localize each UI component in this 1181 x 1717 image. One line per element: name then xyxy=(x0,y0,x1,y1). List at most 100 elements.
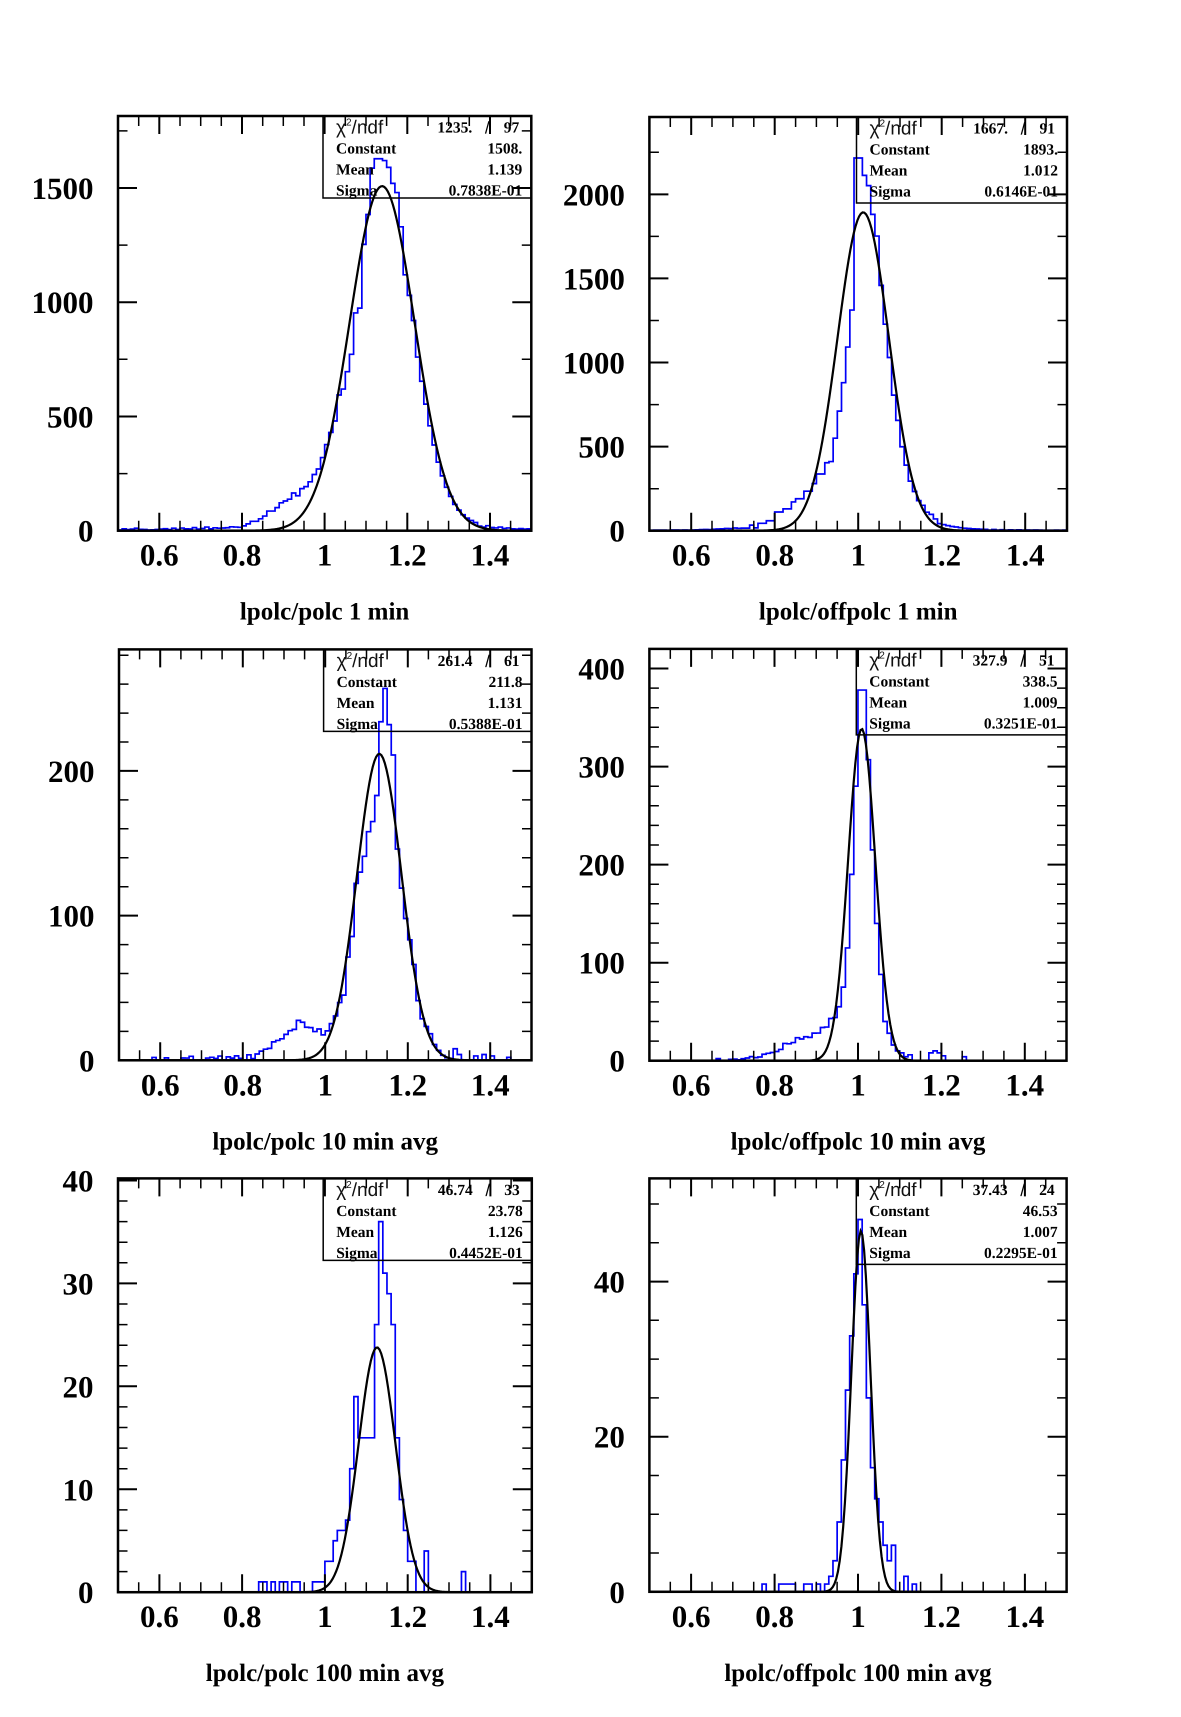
svg-text:0.2295E-01: 0.2295E-01 xyxy=(984,1245,1058,1262)
svg-text:0.6: 0.6 xyxy=(672,1068,711,1103)
svg-text:Constant: Constant xyxy=(870,142,931,159)
svg-text:0.6: 0.6 xyxy=(140,1599,179,1634)
svg-text:0: 0 xyxy=(79,1043,95,1078)
svg-text:500: 500 xyxy=(578,430,625,465)
svg-text:0.8: 0.8 xyxy=(755,538,794,573)
svg-text:500: 500 xyxy=(47,400,94,435)
svg-text:0: 0 xyxy=(78,514,94,549)
svg-text:0.8: 0.8 xyxy=(755,1068,794,1103)
svg-text:1.4: 1.4 xyxy=(1005,1068,1044,1103)
svg-text:97: 97 xyxy=(504,120,520,137)
svg-text:1: 1 xyxy=(317,538,333,573)
svg-text:/: / xyxy=(485,119,490,138)
svg-text:0.6: 0.6 xyxy=(672,1599,711,1634)
svg-text:1.2: 1.2 xyxy=(922,538,961,573)
svg-text:χ2/ndf: χ2/ndf xyxy=(870,119,918,140)
svg-text:Mean: Mean xyxy=(336,1224,374,1241)
svg-text:1.126: 1.126 xyxy=(488,1224,523,1241)
svg-text:100: 100 xyxy=(578,946,625,981)
svg-text:1.012: 1.012 xyxy=(1023,163,1058,180)
svg-text:327.9: 327.9 xyxy=(973,652,1008,669)
svg-text:51: 51 xyxy=(1039,652,1055,669)
svg-text:200: 200 xyxy=(578,848,625,883)
svg-text:1.4: 1.4 xyxy=(471,538,510,573)
svg-text:Sigma: Sigma xyxy=(869,716,911,733)
svg-text:Sigma: Sigma xyxy=(869,1245,911,1262)
svg-text:Mean: Mean xyxy=(869,695,907,712)
svg-text:0.7838E-01: 0.7838E-01 xyxy=(449,183,523,200)
svg-text:Constant: Constant xyxy=(336,1203,397,1220)
svg-text:61: 61 xyxy=(504,653,520,670)
svg-text:0.8: 0.8 xyxy=(223,1067,262,1102)
svg-text:χ2/ndf: χ2/ndf xyxy=(869,1180,917,1201)
svg-text:lpolc/polc 10 min avg: lpolc/polc 10 min avg xyxy=(212,1128,438,1155)
svg-text:0.8: 0.8 xyxy=(223,538,262,573)
svg-text:261.4: 261.4 xyxy=(438,653,473,670)
svg-text:24: 24 xyxy=(1039,1182,1055,1199)
svg-text:Mean: Mean xyxy=(869,1224,907,1241)
svg-text:1: 1 xyxy=(317,1599,333,1634)
svg-text:χ2/ndf: χ2/ndf xyxy=(336,118,384,139)
svg-text:Constant: Constant xyxy=(869,1203,930,1220)
svg-text:1: 1 xyxy=(850,538,866,573)
svg-text:lpolc/polc 1 min: lpolc/polc 1 min xyxy=(240,599,410,626)
svg-text:1.2: 1.2 xyxy=(922,1068,961,1103)
svg-text:46.74: 46.74 xyxy=(438,1182,473,1199)
svg-text:/: / xyxy=(1020,651,1025,670)
svg-text:300: 300 xyxy=(578,750,625,785)
svg-text:1235.: 1235. xyxy=(437,120,472,137)
svg-text:lpolc/offpolc 100 min avg: lpolc/offpolc 100 min avg xyxy=(724,1660,992,1687)
svg-text:0: 0 xyxy=(609,1575,625,1610)
svg-text:1.139: 1.139 xyxy=(487,162,522,179)
svg-text:χ2/ndf: χ2/ndf xyxy=(336,1180,384,1201)
svg-text:1508.: 1508. xyxy=(487,141,522,158)
svg-text:Constant: Constant xyxy=(869,674,930,691)
svg-text:91: 91 xyxy=(1040,121,1056,138)
svg-text:1000: 1000 xyxy=(563,346,625,381)
svg-text:Constant: Constant xyxy=(336,141,397,158)
svg-text:23.78: 23.78 xyxy=(488,1203,523,1220)
svg-text:Mean: Mean xyxy=(336,162,374,179)
svg-text:1.4: 1.4 xyxy=(1006,1599,1045,1634)
svg-text:2000: 2000 xyxy=(563,177,625,212)
svg-text:1.2: 1.2 xyxy=(388,538,427,573)
svg-text:Sigma: Sigma xyxy=(337,716,379,733)
svg-text:0: 0 xyxy=(609,514,625,549)
svg-text:1.009: 1.009 xyxy=(1023,695,1058,712)
svg-text:χ2/ndf: χ2/ndf xyxy=(337,651,385,672)
svg-text:1.4: 1.4 xyxy=(1006,538,1045,573)
svg-text:1667.: 1667. xyxy=(973,121,1008,138)
svg-text:Mean: Mean xyxy=(870,163,908,180)
svg-text:0.3251E-01: 0.3251E-01 xyxy=(984,716,1058,733)
svg-text:40: 40 xyxy=(594,1265,625,1300)
svg-text:1500: 1500 xyxy=(563,261,625,296)
svg-text:1.2: 1.2 xyxy=(388,1067,427,1102)
svg-text:20: 20 xyxy=(594,1420,625,1455)
svg-text:Sigma: Sigma xyxy=(336,183,378,200)
svg-text:/: / xyxy=(1020,1181,1025,1200)
svg-text:lpolc/polc 100 min avg: lpolc/polc 100 min avg xyxy=(206,1660,445,1687)
svg-text:1.007: 1.007 xyxy=(1023,1224,1058,1241)
svg-text:Sigma: Sigma xyxy=(870,184,912,201)
svg-text:20: 20 xyxy=(63,1369,94,1404)
svg-text:1500: 1500 xyxy=(32,171,94,206)
svg-text:1000: 1000 xyxy=(32,285,94,320)
svg-text:Constant: Constant xyxy=(337,674,398,691)
svg-text:0.6: 0.6 xyxy=(140,538,179,573)
svg-text:1: 1 xyxy=(850,1599,866,1634)
svg-text:/: / xyxy=(485,1181,490,1200)
svg-text:40: 40 xyxy=(63,1164,94,1199)
svg-text:0.4452E-01: 0.4452E-01 xyxy=(449,1245,523,1262)
svg-text:10: 10 xyxy=(63,1472,94,1507)
svg-text:33: 33 xyxy=(504,1182,520,1199)
svg-text:0.8: 0.8 xyxy=(223,1599,262,1634)
svg-text:1: 1 xyxy=(850,1068,866,1103)
svg-text:46.53: 46.53 xyxy=(1023,1203,1058,1220)
svg-text:0: 0 xyxy=(78,1575,94,1610)
svg-text:1.2: 1.2 xyxy=(922,1599,961,1634)
svg-text:100: 100 xyxy=(48,899,95,934)
svg-text:1.131: 1.131 xyxy=(488,695,523,712)
svg-text:0.6146E-01: 0.6146E-01 xyxy=(984,184,1058,201)
svg-text:0.8: 0.8 xyxy=(755,1599,794,1634)
svg-text:200: 200 xyxy=(48,754,95,789)
